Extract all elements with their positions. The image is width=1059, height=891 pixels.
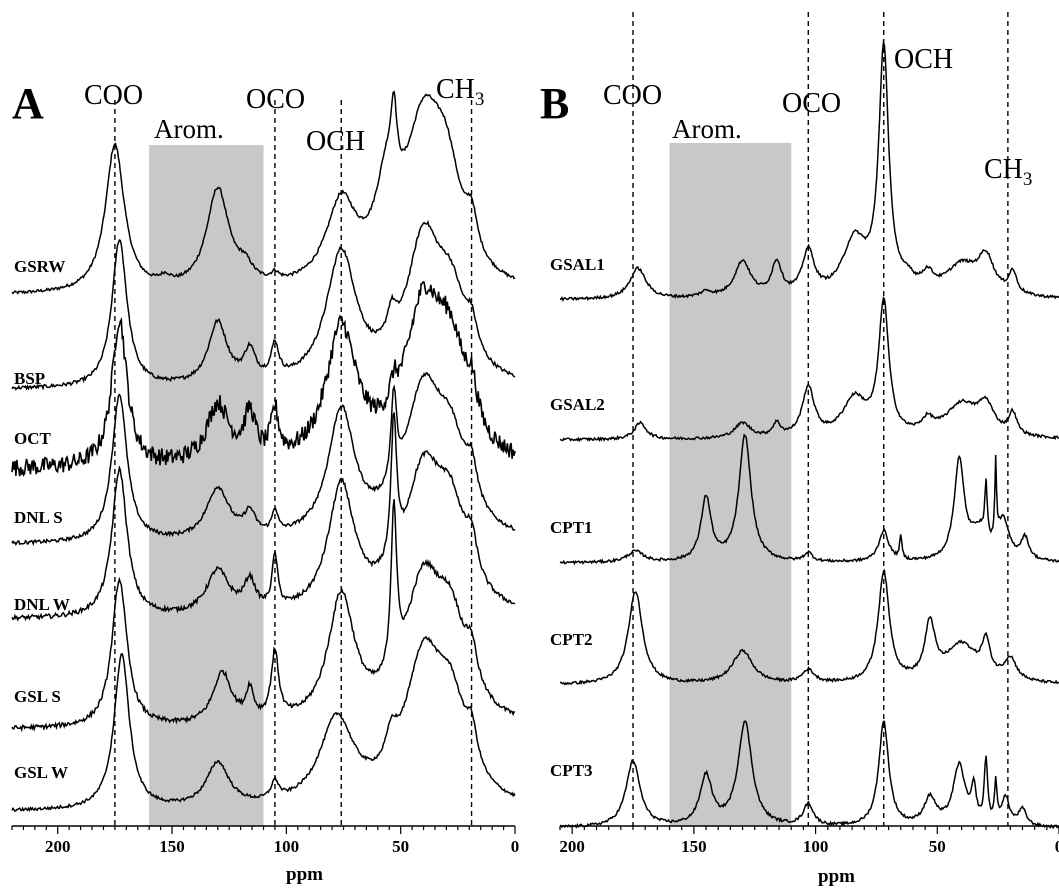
sample-label: GSL W — [14, 763, 68, 782]
spectrum-trace — [559, 296, 1059, 443]
spectrum-trace — [11, 90, 516, 295]
x-tick-label: 200 — [45, 837, 71, 856]
x-axis-label: ppm — [818, 866, 855, 887]
aromatic-region-shade — [669, 143, 792, 826]
reference-label-subscript: 3 — [475, 89, 485, 110]
x-axis-label: ppm — [286, 864, 323, 885]
reference-label: OCH — [306, 126, 365, 157]
x-tick-label: 50 — [929, 837, 946, 856]
sample-label: DNL S — [14, 508, 63, 527]
aromatic-region-label: Arom. — [672, 114, 742, 144]
aromatic-region-shade — [149, 145, 264, 826]
x-tick-label: 150 — [681, 837, 707, 856]
spectrum-trace — [559, 568, 1059, 686]
x-tick-label: 200 — [559, 837, 585, 856]
x-tick-label: 0 — [511, 837, 520, 856]
x-tick-label: 0 — [1055, 837, 1059, 856]
spectrum-trace — [559, 433, 1059, 566]
x-tick-label: 50 — [392, 837, 409, 856]
x-tick-label: 100 — [274, 837, 300, 856]
panel-b: COO OCO OCH CH3 GSAL1 GSAL2 CPT1 CPT2 CPT3 200 1… — [540, 12, 1059, 887]
x-tick-label: 100 — [803, 837, 829, 856]
panel-letter: A — [12, 79, 44, 128]
spectrum-trace — [559, 39, 1059, 302]
spectrum-trace — [559, 720, 1059, 830]
sample-label: OCT — [14, 429, 52, 448]
sample-label: CPT2 — [550, 630, 593, 649]
spectrum-trace — [11, 635, 516, 813]
spectrum-trace — [11, 219, 516, 391]
spectrum-trace — [11, 412, 516, 622]
reference-label: OCO — [246, 84, 305, 115]
aromatic-region-label: Arom. — [154, 114, 224, 144]
spectrum-trace — [11, 281, 516, 477]
sample-label: DNL W — [14, 595, 70, 614]
sample-label: GSAL2 — [550, 395, 605, 414]
spectrum-trace — [11, 499, 516, 733]
reference-label: COO — [84, 80, 143, 111]
sample-label: BSP — [14, 369, 45, 388]
sample-label: GSL S — [14, 687, 61, 706]
sample-label: GSRW — [14, 257, 65, 276]
reference-label-subscript: 3 — [1023, 169, 1033, 190]
reference-label: CH3 — [436, 74, 484, 110]
reference-label: CH3 — [984, 154, 1032, 190]
sample-label: GSAL1 — [550, 255, 605, 274]
reference-label: OCO — [782, 88, 841, 119]
panel-letter: B — [540, 79, 569, 128]
reference-label: COO — [603, 80, 662, 111]
x-tick-label: 150 — [159, 837, 185, 856]
reference-label: OCH — [894, 44, 953, 75]
spectrum-trace — [11, 371, 516, 547]
sample-label: CPT1 — [550, 518, 593, 537]
sample-label: CPT3 — [550, 761, 593, 780]
